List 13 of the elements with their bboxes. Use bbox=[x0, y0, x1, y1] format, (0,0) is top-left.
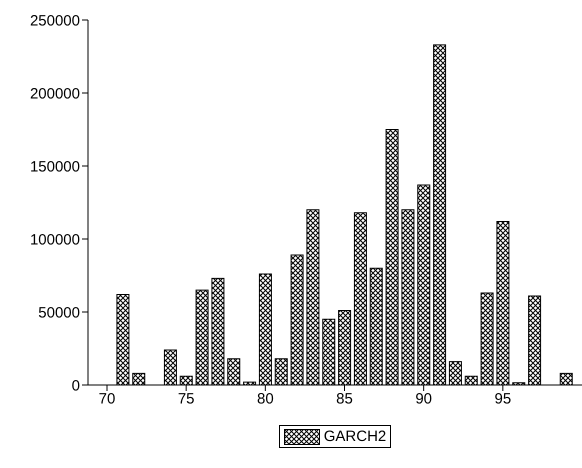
x-tick-label: 80 bbox=[256, 390, 274, 408]
y-tick-label: 250000 bbox=[30, 12, 80, 30]
x-tick-label: 75 bbox=[178, 390, 195, 408]
x-tick-label: 95 bbox=[494, 390, 512, 408]
y-tick-label: 0 bbox=[72, 377, 80, 394]
y-tick-label: 50000 bbox=[38, 304, 80, 322]
x-tick-label: 90 bbox=[415, 390, 432, 408]
y-tick-label: 200000 bbox=[30, 85, 80, 102]
x-tick-label: 70 bbox=[98, 390, 116, 408]
y-tick-label: 100000 bbox=[30, 231, 80, 248]
y-tick-label: 150000 bbox=[30, 158, 80, 176]
legend-label: GARCH2 bbox=[324, 428, 386, 445]
x-tick-label: 85 bbox=[336, 390, 353, 408]
